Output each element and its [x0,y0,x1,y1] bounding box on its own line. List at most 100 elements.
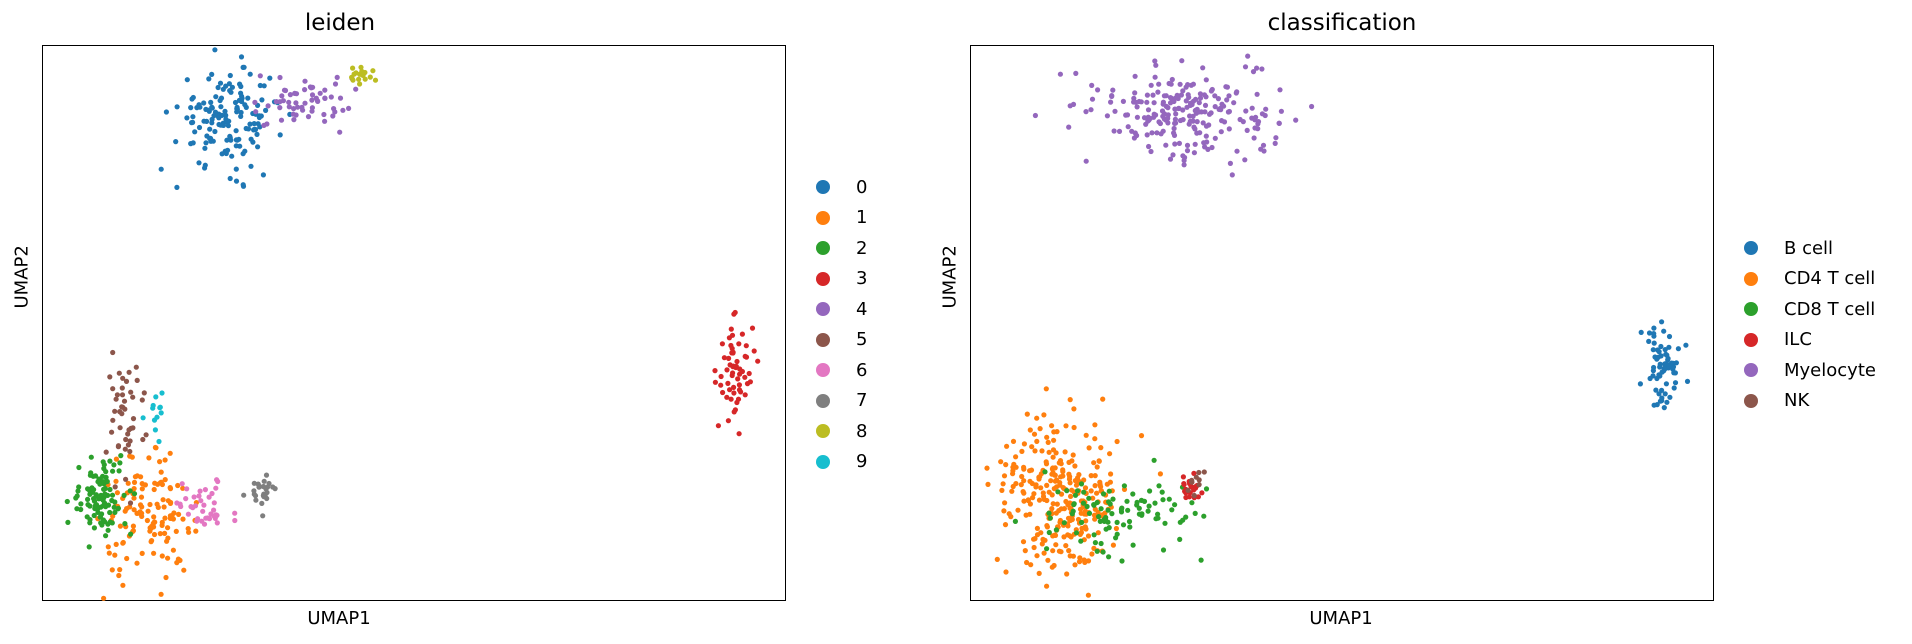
scatter-point-cd8-t-cell [1101,516,1107,523]
scatter-point-1 [145,508,151,514]
scatter-point-cd4-t-cell [1019,473,1025,480]
scatter-point-5 [123,378,130,384]
scatter-point-myelocyte [1166,80,1172,87]
scatter-point-1 [139,486,145,492]
scatter-point-myelocyte [1169,76,1175,83]
scatter-point-myelocyte [1165,115,1171,121]
scatter-point-0 [174,104,180,110]
scatter-point-cd8-t-cell [1134,502,1140,508]
scatter-point-0 [218,104,224,110]
scatter-point-1 [142,482,148,488]
scatter-point-7 [241,492,247,498]
scatter-point-3 [749,325,756,331]
scatter-point-cd4-t-cell [1050,470,1056,476]
scatter-point-cd4-t-cell [1051,562,1057,569]
scatter-point-4 [322,118,328,124]
scatter-point-myelocyte [1277,87,1283,93]
scatter-point-1 [137,509,143,515]
scatter-point-myelocyte [1159,108,1166,114]
scatter-point-1 [165,535,171,541]
scatter-point-5 [127,448,133,455]
scatter-point-ilc [1181,481,1187,488]
scatter-point-myelocyte [1200,65,1206,71]
scatter-point-2 [87,503,93,509]
scatter-point-myelocyte [1203,77,1209,83]
scatter-point-cd4-t-cell [1036,570,1042,577]
scatter-point-3 [730,370,736,376]
scatter-point-3 [718,382,724,388]
scatter-point-cd4-t-cell [1138,433,1145,439]
scatter-point-0 [256,113,263,119]
scatter-point-myelocyte [1201,92,1208,98]
scatter-points-classification [984,53,1691,598]
scatter-point-cd4-t-cell [1081,477,1087,483]
scatter-point-cd4-t-cell [1092,483,1098,489]
scatter-point-0 [252,126,259,133]
scatter-point-cd8-t-cell [1091,502,1097,508]
scatter-point-ilc [1186,494,1192,500]
scatter-point-myelocyte [1108,99,1114,105]
x-axis-label-classification: UMAP1 [1309,608,1373,629]
scatter-point-myelocyte [1104,113,1110,119]
scatter-point-6 [202,487,208,493]
legend-label: 6 [856,359,868,381]
scatter-point-1 [193,528,199,534]
scatter-point-3 [720,389,726,396]
scatter-point-5 [117,409,123,415]
scatter-point-cd8-t-cell [1147,488,1153,494]
scatter-point-4 [281,87,288,93]
scatter-point-4 [332,81,339,87]
scatter-point-cd8-t-cell [1053,527,1059,533]
scatter-point-1 [150,520,156,527]
scatter-point-cd8-t-cell [1012,518,1018,524]
scatter-point-cd8-t-cell [1139,512,1145,518]
scatter-point-0 [215,113,221,120]
scatter-point-1 [147,528,153,534]
scatter-point-cd4-t-cell [1050,454,1056,460]
scatter-point-2 [102,485,108,492]
scatter-point-6 [195,516,201,522]
scatter-point-cd4-t-cell [1049,492,1055,498]
scatter-point-cd4-t-cell [1001,508,1007,514]
scatter-point-cd4-t-cell [1046,449,1052,455]
legend-label: 7 [856,390,868,411]
legend-label: ILC [1784,329,1812,350]
scatter-point-cd4-t-cell [1018,482,1024,488]
scatter-point-myelocyte [1151,100,1157,106]
scatter-point-myelocyte [1146,143,1152,150]
scatter-point-0 [254,131,260,137]
scatter-point-cd8-t-cell [1094,548,1100,554]
scatter-point-4 [346,105,352,111]
scatter-point-1 [144,517,150,524]
scatter-point-2 [65,519,71,525]
scatter-point-b-cell [1659,319,1665,325]
scatter-point-myelocyte [1190,81,1196,87]
scatter-point-4 [313,95,319,101]
scatter-point-cd4-t-cell [1045,557,1051,563]
scatter-point-cd8-t-cell [1074,488,1081,494]
scatter-point-cd4-t-cell [1094,464,1100,470]
legend-marker-icon [816,271,830,286]
scatter-point-3 [727,362,733,368]
scatter-point-myelocyte [1180,88,1186,94]
scatter-point-8 [358,64,364,70]
scatter-point-myelocyte [1174,92,1180,98]
scatter-point-0 [224,119,230,125]
legend-label: 3 [856,268,868,289]
scatter-point-6 [201,502,207,508]
scatter-point-cd4-t-cell [1036,497,1043,503]
scatter-point-6 [209,490,215,497]
scatter-point-cd8-t-cell [1160,547,1167,553]
scatter-point-1 [113,478,119,484]
scatter-point-myelocyte [1203,133,1209,139]
scatter-point-cd8-t-cell [1172,502,1178,508]
scatter-point-cd4-t-cell [1061,534,1067,540]
scatter-point-6 [232,510,238,516]
scatter-point-8 [357,81,363,87]
scatter-point-3 [712,368,718,374]
scatter-point-7 [272,486,278,492]
scatter-point-cd4-t-cell [1051,437,1057,443]
scatter-point-3 [734,399,740,406]
scatter-point-myelocyte [1180,153,1186,159]
scatter-point-cd4-t-cell [1002,500,1008,506]
